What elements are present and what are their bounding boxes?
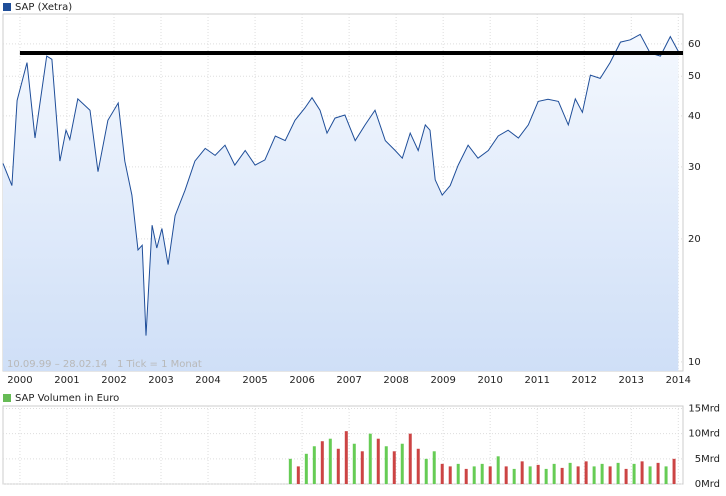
volume-bar: [640, 461, 644, 484]
volume-bar: [544, 468, 548, 484]
y-tick-label: 15Mrd: [688, 404, 720, 415]
x-tick-label: 2000: [7, 375, 32, 386]
x-tick-label: 2004: [195, 375, 220, 386]
volume-bar: [472, 466, 476, 484]
volume-bar: [456, 463, 460, 484]
volume-bar: [312, 446, 316, 484]
volume-bar: [616, 462, 620, 484]
legend-swatch: [3, 3, 11, 11]
volume-bar: [600, 463, 604, 484]
x-tick-label: 2003: [148, 375, 173, 386]
y-tick-label: 10Mrd: [688, 429, 720, 440]
volume-bar: [464, 468, 468, 484]
y-tick-label: 50: [688, 71, 701, 82]
volume-bar: [288, 458, 292, 484]
x-tick-label: 2005: [242, 375, 267, 386]
x-tick-label: 2007: [336, 375, 361, 386]
volume-bar: [376, 438, 380, 484]
x-tick-label: 2001: [54, 375, 79, 386]
y-tick-label: 0Mrd: [695, 479, 720, 490]
y-tick-label: 40: [688, 111, 701, 122]
volume-bar: [656, 462, 660, 484]
volume-bar: [296, 466, 300, 484]
volume-bar: [584, 461, 588, 484]
x-tick-label: 2013: [619, 375, 644, 386]
volume-bar: [672, 458, 676, 484]
y-tick-label: 30: [688, 162, 701, 173]
volume-bar: [440, 463, 444, 484]
volume-bar: [320, 441, 324, 484]
volume-bar: [368, 433, 372, 484]
y-tick-label: 10: [688, 357, 701, 368]
volume-bar: [328, 438, 332, 484]
volume-bar: [520, 461, 524, 484]
volume-bar: [592, 466, 596, 484]
volume-bar: [416, 448, 420, 484]
volume-bar: [568, 462, 572, 484]
volume-bar: [344, 431, 348, 484]
volume-bar: [424, 458, 428, 484]
volume-bar: [512, 468, 516, 484]
volume-bar: [608, 466, 612, 484]
price-line: [2, 33, 679, 336]
volume-bar: [576, 466, 580, 484]
volume-bar: [664, 466, 668, 484]
volume-bar: [480, 463, 484, 484]
volume-bar: [384, 446, 388, 484]
volume-title: SAP Volumen in Euro: [15, 393, 119, 404]
volume-bar: [408, 433, 412, 484]
volume-bar: [496, 456, 500, 484]
volume-bar: [360, 451, 364, 484]
x-tick-label: 2011: [524, 375, 549, 386]
volume-bar: [336, 448, 340, 484]
volume-bar: [504, 466, 508, 484]
y-tick-label: 60: [688, 39, 701, 50]
volume-bar: [560, 467, 564, 484]
volume-bar: [632, 463, 636, 484]
volume-bar: [528, 466, 532, 484]
volume-bar: [488, 466, 492, 484]
x-tick-label: 2002: [101, 375, 126, 386]
volume-bar: [400, 443, 404, 484]
volume-bar: [448, 466, 452, 484]
volume-bar: [432, 451, 436, 484]
price-title: SAP (Xetra): [15, 2, 72, 13]
x-tick-label: 2012: [572, 375, 597, 386]
y-tick-label: 5Mrd: [695, 454, 720, 465]
x-tick-label: 2006: [289, 375, 314, 386]
range-note: 10.09.99 – 28.02.14 1 Tick = 1 Monat: [7, 359, 202, 370]
x-tick-label: 2010: [477, 375, 502, 386]
x-tick-label: 2008: [383, 375, 408, 386]
price-area: [3, 34, 679, 372]
y-tick-label: 20: [688, 234, 701, 245]
volume-bar: [352, 443, 356, 484]
volume-bar: [624, 468, 628, 484]
x-tick-label: 2014: [666, 375, 691, 386]
plot-area: [2, 405, 684, 485]
volume-bar: [648, 466, 652, 484]
volume-bar: [536, 464, 540, 484]
volume-bar: [392, 451, 396, 484]
x-tick-label: 2009: [430, 375, 455, 386]
legend-swatch: [3, 394, 11, 402]
volume-bar: [552, 463, 556, 484]
volume-bar: [304, 453, 308, 484]
